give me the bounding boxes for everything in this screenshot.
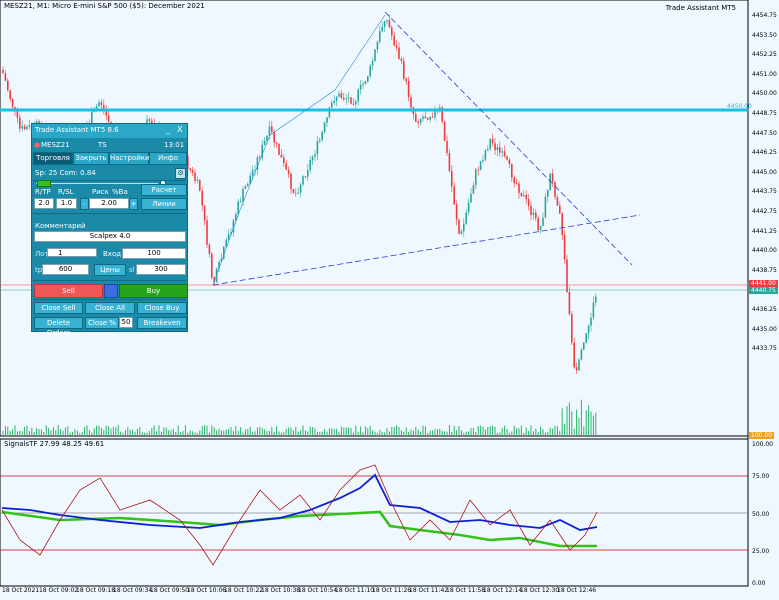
time-axis-label: 18 Oct 2021: [2, 587, 40, 594]
price-axis-label: 4435.00: [752, 325, 777, 333]
delete-orders-button[interactable]: Delete Orders: [34, 317, 83, 337]
time-axis-label: 18 Oct 10:54: [298, 587, 338, 594]
lot-input[interactable]: 1: [47, 248, 97, 257]
close-percent-input[interactable]: 50: [119, 317, 133, 328]
risk-percent-label: %Ba: [112, 188, 128, 196]
entry-input[interactable]: 100: [122, 248, 186, 259]
indicator-axis-label: 25.00: [752, 548, 770, 555]
close-buy-button[interactable]: Close Buy: [137, 302, 187, 314]
expert-advisor-label: Trade Assistant MT5: [665, 4, 736, 12]
price-axis-label: 4433.75: [752, 345, 777, 353]
time-axis-label: 18 Oct 11:10: [335, 587, 375, 594]
rtp-label: R/TP: [35, 188, 51, 196]
ask-price-tag: 4440.75: [749, 287, 778, 294]
time-axis-label: 18 Oct 11:42: [409, 587, 449, 594]
prices-button[interactable]: Цены: [94, 264, 126, 276]
time-axis-label: 18 Oct 12:46: [557, 587, 597, 594]
price-axis-label: 4443.75: [752, 188, 777, 196]
time-axis-label: 18 Oct 10:06: [187, 587, 227, 594]
hline-price-label: 4450.00: [727, 103, 752, 110]
risk-slider-handle[interactable]: [37, 180, 51, 187]
indicator-title: SignalsTF 27.99 48.25 49.61: [4, 440, 105, 448]
lines-button[interactable]: Линии: [141, 198, 187, 210]
tab-trade[interactable]: Торговля: [33, 152, 73, 165]
comment-label: Комментарий: [35, 222, 86, 230]
sl-input[interactable]: 300: [136, 264, 186, 275]
lot-label: Лот: [35, 250, 49, 258]
panel-header[interactable]: Trade Assistant MT5 8.6 _ X: [32, 124, 187, 138]
close-sell-button[interactable]: Close Sell: [34, 302, 83, 314]
trade-assistant-panel[interactable]: Trade Assistant MT5 8.6 _ X ● MESZ21 TS …: [31, 123, 188, 337]
rtp-input[interactable]: 2.0: [34, 198, 54, 209]
time-axis-label: 18 Oct 10:22: [224, 587, 264, 594]
chart-symbol-title: MESZ21, M1: Micro E-mini S&P 500 ($5): D…: [4, 2, 205, 10]
price-axis-label: 4441.25: [752, 227, 777, 235]
spread-commission: Sp: 25 Com: 0.84: [35, 169, 96, 177]
tp-input[interactable]: 600: [42, 264, 89, 275]
panel-symbol: MESZ21: [41, 141, 70, 149]
time-axis-label: 18 Oct 09:34: [113, 587, 153, 594]
rsl-label: R/SL: [58, 188, 74, 196]
tp-label: tp: [35, 266, 43, 274]
breakeven-button[interactable]: Breakeven: [137, 317, 187, 329]
sl-label: sl: [129, 266, 135, 274]
price-axis-label: 4451.00: [752, 70, 777, 78]
price-axis-label: 4453.50: [752, 31, 777, 39]
indicator-axis-label: 100.00: [752, 441, 773, 448]
panel-time: 13:01: [164, 141, 185, 149]
tab-settings[interactable]: Настройки: [109, 152, 150, 165]
time-axis-label: 18 Oct 09:50: [150, 587, 190, 594]
price-axis-label: 4438.75: [752, 266, 777, 274]
volume-bars: [2, 399, 597, 435]
panel-mode: TS: [98, 141, 107, 149]
time-axis-label: 18 Oct 10:38: [261, 587, 301, 594]
price-axis-label: 4454.75: [752, 12, 777, 19]
tab-info[interactable]: Инфо: [149, 152, 187, 165]
connection-dot-icon: ●: [34, 141, 41, 149]
oscillator-lines: [0, 464, 748, 566]
indicator-axis-label: 75.00: [752, 473, 770, 480]
close-percent-button[interactable]: Close %: [85, 317, 119, 329]
price-axis-label: 4452.25: [752, 51, 777, 59]
time-axis-label: 18 Oct 09:18: [76, 587, 116, 594]
sell-button[interactable]: Sell: [34, 284, 103, 298]
price-axis-label: 4445.00: [752, 168, 777, 176]
gear-icon[interactable]: ⚙: [175, 168, 186, 179]
volume-scale-tag: 100.00: [749, 432, 774, 439]
risk-label: Риск: [92, 188, 109, 196]
price-axis-label: 4448.75: [752, 110, 777, 117]
risk-input[interactable]: 2.00: [89, 198, 129, 209]
price-axis-label: 4450.00: [752, 90, 777, 98]
indicator-axis-label: 0.00: [752, 580, 766, 587]
panel-title: Trade Assistant MT5 8.6: [35, 126, 119, 134]
close-all-button[interactable]: Close All: [85, 302, 135, 314]
risk-plus-button[interactable]: +: [129, 198, 138, 210]
price-axis-label: 4446.25: [752, 149, 777, 157]
time-axis-label: 18 Oct 11:58: [446, 587, 486, 594]
close-button[interactable]: X: [177, 125, 183, 134]
comment-input[interactable]: Scalpex 4.0: [34, 231, 186, 242]
price-axis-label: 4440.00: [752, 247, 777, 255]
minimize-button[interactable]: _: [166, 125, 170, 134]
tab-close[interactable]: Закрыть: [73, 152, 109, 165]
lot-calc-button[interactable]: Расчет лота: [141, 184, 187, 204]
price-axis-label: 4436.25: [752, 306, 777, 313]
indicator-axis-label: 50.00: [752, 511, 770, 518]
bid-price-tag: 4441.00: [749, 280, 778, 287]
price-axis-label: 4447.50: [752, 129, 777, 137]
rsl-input[interactable]: 1.0: [56, 198, 77, 209]
time-axis-label: 18 Oct 12:14: [483, 587, 523, 594]
time-axis-label: 18 Oct 09:02: [39, 587, 79, 594]
reverse-button[interactable]: [104, 284, 118, 298]
time-axis-label: 18 Oct 11:26: [372, 587, 412, 594]
risk-minus-button[interactable]: -: [80, 198, 89, 210]
price-axis-label: 4442.75: [752, 208, 777, 215]
entry-label: Вход:: [103, 250, 124, 258]
risk-slider-track[interactable]: [36, 183, 158, 184]
time-axis-label: 18 Oct 12:30: [520, 587, 560, 594]
buy-button[interactable]: Buy: [119, 284, 188, 298]
